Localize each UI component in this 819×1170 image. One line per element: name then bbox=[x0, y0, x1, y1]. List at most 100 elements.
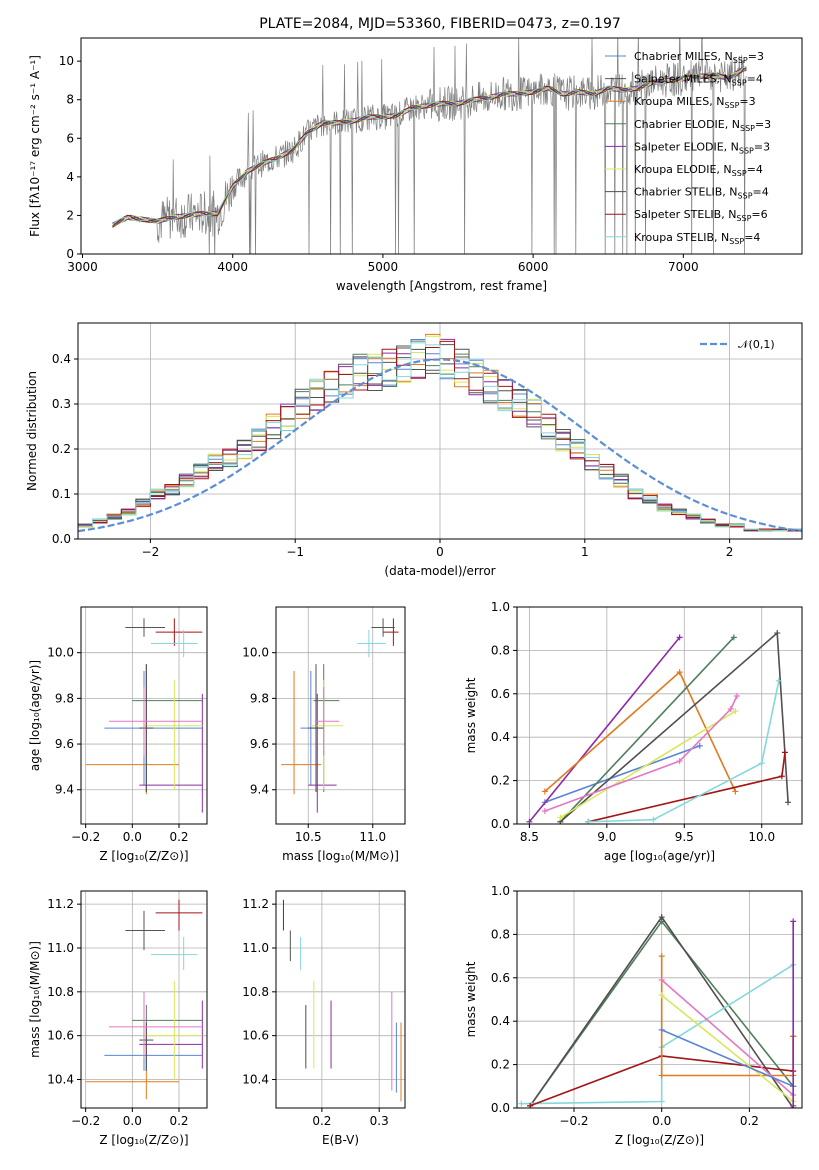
grid bbox=[81, 607, 207, 824]
y-tick-label: 0.0 bbox=[52, 532, 71, 546]
chart-mass-weight-vs-Z: −0.2 0.0 0.2 0.0 0.2 0.4 0.6 0.8 1.0 Z [log₁₀(Z/Z… bbox=[464, 884, 803, 1147]
legend-entry: Kroupa MILES, NSSP=3 bbox=[634, 95, 756, 110]
y-tick-label: 0.4 bbox=[491, 730, 510, 744]
series-marker bbox=[518, 1100, 525, 1107]
x-tick-label: 0.3 bbox=[370, 1114, 389, 1128]
x-tick-label: 0 bbox=[436, 545, 444, 559]
legend-entry: Kroupa ELODIE, NSSP=4 bbox=[634, 163, 763, 178]
x-tick-label: −2 bbox=[142, 545, 160, 559]
series-marker bbox=[727, 705, 734, 712]
errorbar-pink bbox=[109, 991, 203, 1058]
grid bbox=[276, 607, 405, 824]
axes-frame bbox=[80, 890, 208, 1109]
series-marker bbox=[676, 669, 683, 676]
errorbar-kroupa-stelib bbox=[151, 629, 198, 658]
x-axis-label: mass [log₁₀(M/M⊙)] bbox=[282, 849, 399, 863]
x-tick-label: 2 bbox=[726, 545, 734, 559]
errorbar-salpeter-stelib bbox=[155, 618, 203, 646]
series-pink bbox=[541, 692, 740, 814]
y-tick-label: 4 bbox=[66, 170, 74, 184]
series-line bbox=[544, 745, 701, 804]
y-tick-label: 0.0 bbox=[491, 817, 510, 831]
normal-curve bbox=[78, 358, 802, 533]
errorbar-kroupa-stelib bbox=[357, 629, 386, 658]
model-spectrum-salpeter-stelib bbox=[112, 68, 747, 227]
x-tick-label: 0.0 bbox=[123, 1114, 142, 1128]
x-tick-label: 9.0 bbox=[597, 830, 616, 844]
y-tick-label: 10.8 bbox=[47, 985, 74, 999]
errorbar-kroupa-miles bbox=[281, 670, 322, 795]
y-tick-label: 10.4 bbox=[242, 1073, 269, 1087]
y-tick-label: 9.6 bbox=[55, 737, 74, 751]
series-line bbox=[588, 752, 786, 823]
y-tick-label: 0.6 bbox=[491, 687, 510, 701]
x-tick-label: −0.2 bbox=[71, 1114, 100, 1128]
chart-mass-vs-Z: −0.2 0.0 0.2 10.4 10.6 10.8 11.0 11.2 Z [log₁₀(Z… bbox=[28, 890, 208, 1147]
errorbar-chabrier-stelib bbox=[308, 664, 324, 793]
errorbar-chabrier-stelib bbox=[139, 664, 154, 793]
grid bbox=[276, 891, 405, 1108]
series-marker bbox=[781, 749, 788, 756]
y-tick-label: 1.0 bbox=[491, 600, 510, 614]
axes-frame bbox=[516, 890, 803, 1109]
series-line bbox=[544, 670, 737, 793]
x-tick-label: 9.5 bbox=[675, 830, 694, 844]
y-tick-label: 10.4 bbox=[47, 1073, 74, 1087]
errorbar-kroupa-elodie bbox=[144, 680, 203, 790]
y-tick-label: 9.8 bbox=[250, 691, 269, 705]
x-tick-label: 11.0 bbox=[359, 830, 386, 844]
legend-entry: Salpeter STELIB, NSSP=6 bbox=[634, 208, 768, 223]
y-tick-label: 0.1 bbox=[52, 487, 71, 501]
plot-area bbox=[85, 618, 203, 813]
axes-frame bbox=[275, 606, 406, 825]
x-tick-label: 0.2 bbox=[740, 1114, 759, 1128]
errorbar-chabrier-elodie bbox=[132, 1004, 203, 1071]
x-tick-label: 4000 bbox=[217, 260, 248, 274]
y-tick-label: 0.3 bbox=[52, 397, 71, 411]
series-marker bbox=[775, 677, 782, 684]
x-tick-label: 6000 bbox=[518, 260, 549, 274]
model-spectrum-kroupa-stelib bbox=[112, 66, 747, 225]
y-tick-label: 9.6 bbox=[250, 737, 269, 751]
axes-frame bbox=[77, 322, 803, 540]
x-tick-label: −0.2 bbox=[559, 1114, 588, 1128]
series-kroupa-elodie bbox=[557, 708, 739, 821]
series-marker bbox=[658, 953, 665, 960]
errorbar-pink bbox=[314, 686, 340, 756]
y-tick-label: 0.8 bbox=[491, 927, 510, 941]
x-tick-label: −0.2 bbox=[71, 830, 100, 844]
series-marker bbox=[650, 816, 657, 823]
x-tick-label: 1 bbox=[581, 545, 589, 559]
errorbar-kroupa-stelib bbox=[151, 937, 198, 970]
series-chabrier-stelib bbox=[557, 630, 792, 824]
x-tick-label: 0.2 bbox=[169, 1114, 188, 1128]
series-kroupa-miles bbox=[658, 953, 797, 1079]
x-tick-label: 10.0 bbox=[748, 830, 775, 844]
errorbar-salpeter-stelib bbox=[383, 618, 399, 646]
series-line bbox=[588, 680, 780, 823]
plot-area bbox=[78, 333, 802, 539]
axes-frame bbox=[80, 606, 208, 825]
axes-frame bbox=[80, 37, 803, 255]
y-tick-label: 0.2 bbox=[491, 1058, 510, 1072]
series-marker bbox=[541, 788, 548, 795]
series-salpeter-elodie bbox=[526, 634, 683, 824]
y-tick-label: 11.2 bbox=[242, 897, 269, 911]
y-axis-label: mass [log₁₀(M/M⊙)] bbox=[28, 941, 42, 1058]
plot-area bbox=[518, 914, 797, 1108]
series-marker bbox=[733, 692, 740, 699]
y-tick-label: 1.0 bbox=[491, 884, 510, 898]
x-axis-label: (data-model)/error bbox=[384, 564, 495, 578]
y-tick-label: 0.8 bbox=[491, 643, 510, 657]
plot-area bbox=[526, 630, 792, 824]
axes-frame bbox=[516, 606, 803, 825]
legend: Chabrier MILES, NSSP=3 Salpeter MILES, NS… bbox=[605, 50, 771, 246]
y-tick-label: 8 bbox=[66, 93, 74, 107]
x-axis-label: Z [log₁₀(Z/Z⊙)] bbox=[615, 1133, 704, 1147]
observed-spectrum bbox=[112, 38, 747, 254]
errorbar-pink bbox=[109, 686, 203, 756]
series-line bbox=[528, 636, 681, 823]
series-kroupa-miles bbox=[541, 669, 739, 795]
x-tick-label: −1 bbox=[286, 545, 304, 559]
